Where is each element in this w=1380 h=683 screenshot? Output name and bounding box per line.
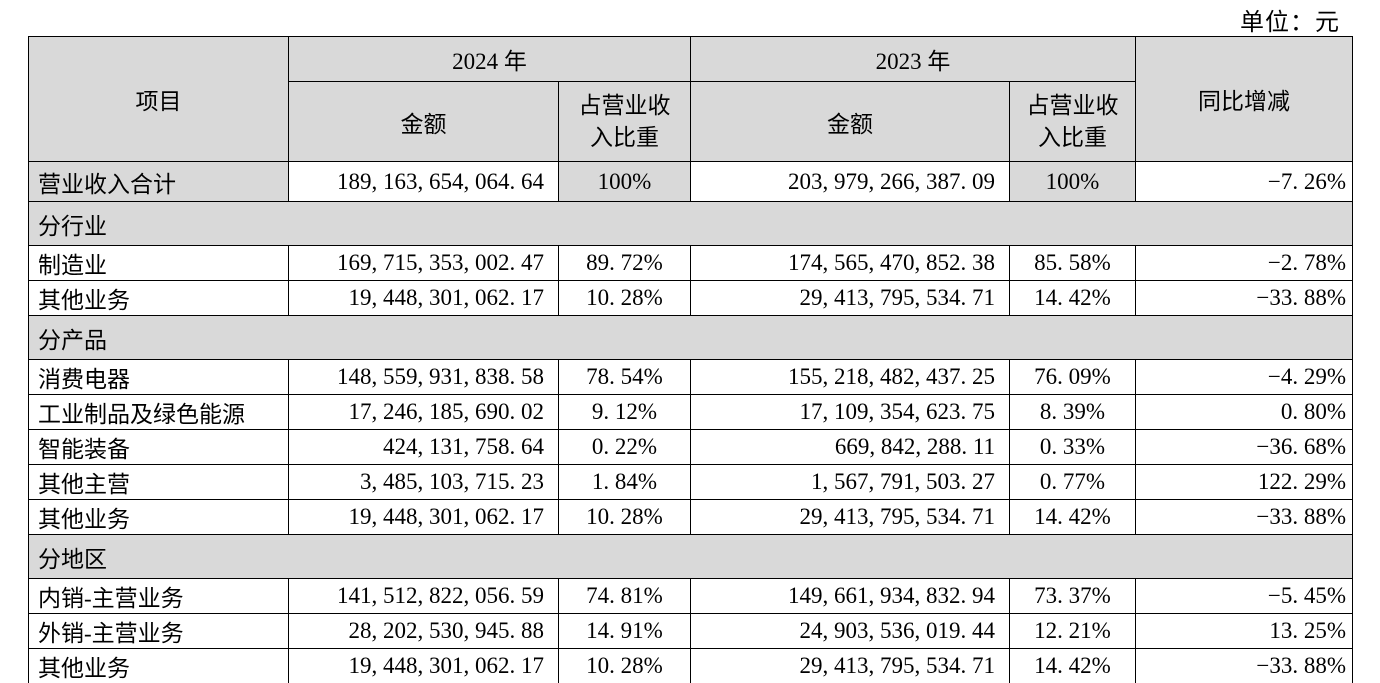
section-row: 分行业 <box>28 201 1353 246</box>
ratio-2024-cell: 0. 22% <box>558 429 691 465</box>
col-header-ratio-2023: 占营业收 入比重 <box>1009 81 1136 162</box>
section-label: 分行业 <box>28 201 1353 246</box>
item-cell: 内销-主营业务 <box>28 578 289 614</box>
ratio-2023-cell: 85. 58% <box>1009 245 1136 281</box>
amount-2024-cell: 19, 448, 301, 062. 17 <box>288 280 559 316</box>
amount-2023-cell: 29, 413, 795, 534. 71 <box>690 280 1010 316</box>
col-header-item: 项目 <box>28 36 289 162</box>
amount-2024-cell: 19, 448, 301, 062. 17 <box>288 648 559 683</box>
item-cell: 其他主营 <box>28 464 289 500</box>
amount-2023-cell: 24, 903, 536, 019. 44 <box>690 613 1010 649</box>
col-header-yoy: 同比增减 <box>1135 36 1353 162</box>
item-cell: 工业制品及绿色能源 <box>28 394 289 430</box>
amount-2023-cell: 174, 565, 470, 852. 38 <box>690 245 1010 281</box>
table-header: 项目 2024 年 2023 年 同比增减 金额 占营业收 入比重 金额 占营业… <box>28 36 1353 162</box>
ratio-2023-cell: 100% <box>1009 161 1136 202</box>
ratio-2024-cell: 10. 28% <box>558 499 691 535</box>
item-cell: 制造业 <box>28 245 289 281</box>
ratio-2024-cell: 78. 54% <box>558 359 691 395</box>
col-header-amount-2023: 金额 <box>690 81 1010 162</box>
table-row: 其他主营 3, 485, 103, 715. 23 1. 84% 1, 567, 79… <box>28 464 1353 500</box>
yoy-cell: 13. 25% <box>1135 613 1353 649</box>
item-cell: 营业收入合计 <box>28 161 289 202</box>
ratio-2024-cell: 14. 91% <box>558 613 691 649</box>
amount-2024-cell: 169, 715, 353, 002. 47 <box>288 245 559 281</box>
amount-2024-cell: 17, 246, 185, 690. 02 <box>288 394 559 430</box>
yoy-cell: −5. 45% <box>1135 578 1353 614</box>
col-header-year-2024: 2024 年 <box>288 36 691 82</box>
ratio-2023-cell: 14. 42% <box>1009 280 1136 316</box>
ratio-2024-cell: 1. 84% <box>558 464 691 500</box>
item-cell: 智能装备 <box>28 429 289 465</box>
amount-2024-cell: 28, 202, 530, 945. 88 <box>288 613 559 649</box>
yoy-cell: 122. 29% <box>1135 464 1353 500</box>
amount-2023-cell: 17, 109, 354, 623. 75 <box>690 394 1010 430</box>
table-row: 其他业务 19, 448, 301, 062. 17 10. 28% 29, 413,… <box>28 280 1353 316</box>
yoy-cell: −2. 78% <box>1135 245 1353 281</box>
amount-2024-cell: 19, 448, 301, 062. 17 <box>288 499 559 535</box>
ratio-2023-cell: 12. 21% <box>1009 613 1136 649</box>
table-row: 制造业 169, 715, 353, 002. 47 89. 72% 174, 565… <box>28 245 1353 281</box>
ratio-2024-cell: 89. 72% <box>558 245 691 281</box>
ratio-2024-cell: 10. 28% <box>558 280 691 316</box>
yoy-cell: −4. 29% <box>1135 359 1353 395</box>
amount-2023-cell: 669, 842, 288. 11 <box>690 429 1010 465</box>
section-row: 分产品 <box>28 315 1353 360</box>
yoy-cell: −33. 88% <box>1135 499 1353 535</box>
amount-2023-cell: 29, 413, 795, 534. 71 <box>690 648 1010 683</box>
table-row: 智能装备 424, 131, 758. 64 0. 22% 669, 842, 288… <box>28 429 1353 465</box>
section-label: 分产品 <box>28 315 1353 360</box>
ratio-2024-cell: 10. 28% <box>558 648 691 683</box>
table-row: 其他业务 19, 448, 301, 062. 17 10. 28% 29, 413,… <box>28 648 1353 683</box>
ratio-2023-cell: 0. 77% <box>1009 464 1136 500</box>
ratio-2024-cell: 100% <box>558 161 691 202</box>
table-row: 其他业务 19, 448, 301, 062. 17 10. 28% 29, 413,… <box>28 499 1353 535</box>
ratio-2023-cell: 76. 09% <box>1009 359 1136 395</box>
amount-2023-cell: 155, 218, 482, 437. 25 <box>690 359 1010 395</box>
table-row: 消费电器 148, 559, 931, 838. 58 78. 54% 155, 21… <box>28 359 1353 395</box>
unit-label: 单位：元 <box>1240 10 1340 36</box>
table-row: 工业制品及绿色能源 17, 246, 185, 690. 02 9. 12% 17, … <box>28 394 1353 430</box>
amount-2023-cell: 29, 413, 795, 534. 71 <box>690 499 1010 535</box>
amount-2024-cell: 148, 559, 931, 838. 58 <box>288 359 559 395</box>
yoy-cell: −33. 88% <box>1135 648 1353 683</box>
ratio-2023-cell: 14. 42% <box>1009 648 1136 683</box>
yoy-cell: 0. 80% <box>1135 394 1353 430</box>
table-row: 外销-主营业务 28, 202, 530, 945. 88 14. 91% 24, 9… <box>28 613 1353 649</box>
amount-2023-cell: 203, 979, 266, 387. 09 <box>690 161 1010 202</box>
amount-2024-cell: 189, 163, 654, 064. 64 <box>288 161 559 202</box>
yoy-cell: −33. 88% <box>1135 280 1353 316</box>
yoy-cell: −7. 26% <box>1135 161 1353 202</box>
col-header-ratio-2024: 占营业收 入比重 <box>558 81 691 162</box>
item-cell: 其他业务 <box>28 280 289 316</box>
item-cell: 消费电器 <box>28 359 289 395</box>
col-header-amount-2024: 金额 <box>288 81 559 162</box>
ratio-2023-cell: 0. 33% <box>1009 429 1136 465</box>
revenue-breakdown-table: 项目 2024 年 2023 年 同比增减 金额 占营业收 入比重 金额 占营业… <box>28 36 1353 683</box>
section-row: 分地区 <box>28 534 1353 579</box>
yoy-cell: −36. 68% <box>1135 429 1353 465</box>
amount-2024-cell: 141, 512, 822, 056. 59 <box>288 578 559 614</box>
header-row-measures: 金额 占营业收 入比重 金额 占营业收 入比重 <box>29 81 1353 162</box>
amount-2023-cell: 1, 567, 791, 503. 27 <box>690 464 1010 500</box>
ratio-2024-cell: 74. 81% <box>558 578 691 614</box>
table-body: 营业收入合计 189, 163, 654, 064. 64 100% 203, 979… <box>28 161 1353 683</box>
amount-2024-cell: 3, 485, 103, 715. 23 <box>288 464 559 500</box>
amount-2024-cell: 424, 131, 758. 64 <box>288 429 559 465</box>
item-cell: 其他业务 <box>28 648 289 683</box>
section-label: 分地区 <box>28 534 1353 579</box>
table-row: 营业收入合计 189, 163, 654, 064. 64 100% 203, 979… <box>28 161 1353 202</box>
item-cell: 其他业务 <box>28 499 289 535</box>
col-header-year-2023: 2023 年 <box>690 36 1136 82</box>
amount-2023-cell: 149, 661, 934, 832. 94 <box>690 578 1010 614</box>
table-row: 内销-主营业务 141, 512, 822, 056. 59 74. 81% 149,… <box>28 578 1353 614</box>
item-cell: 外销-主营业务 <box>28 613 289 649</box>
ratio-2023-cell: 73. 37% <box>1009 578 1136 614</box>
ratio-2023-cell: 14. 42% <box>1009 499 1136 535</box>
header-row-years: 项目 2024 年 2023 年 同比增减 <box>28 36 1353 162</box>
ratio-2023-cell: 8. 39% <box>1009 394 1136 430</box>
ratio-2024-cell: 9. 12% <box>558 394 691 430</box>
